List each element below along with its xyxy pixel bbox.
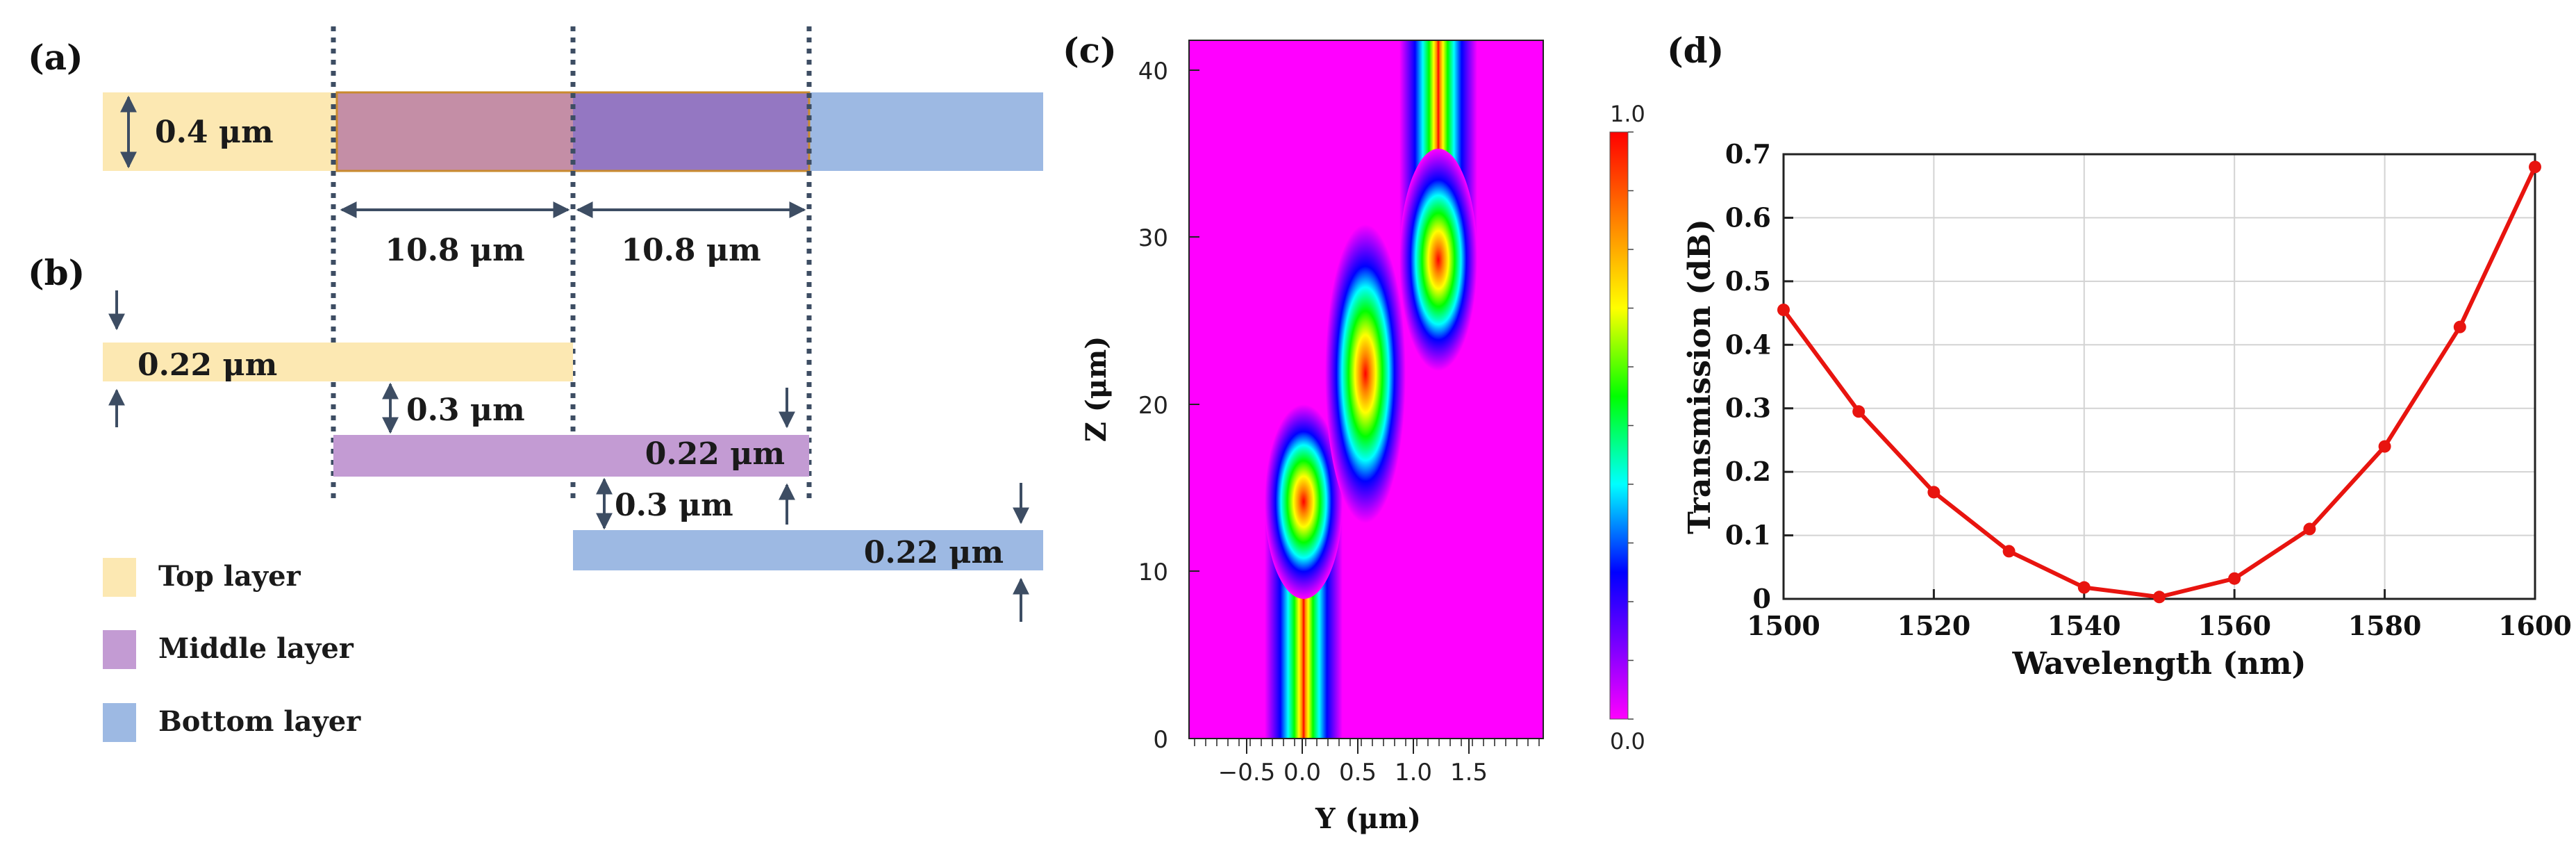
legend-label-middle: Middle layer [158, 632, 354, 665]
panel-a: 0.4 μm 10.8 μm 10.8 μm [103, 91, 1043, 268]
c-ytick-label: 0 [1153, 726, 1168, 754]
data-point [2228, 572, 2241, 585]
data-point [2077, 581, 2091, 594]
d-ytick-label: 0.5 [1725, 265, 1771, 297]
legend-label-bottom: Bottom layer [158, 705, 361, 738]
data-point [2378, 440, 2391, 453]
d-ytick-label: 0.4 [1725, 329, 1771, 360]
mode-bottom-lobe [1399, 149, 1477, 371]
field-map-modes [1265, 40, 1477, 739]
c-xtick-label: 1.0 [1395, 759, 1432, 786]
c-ytick-label: 10 [1138, 559, 1168, 586]
d-ytick-label: 0.2 [1725, 456, 1771, 487]
span-label-left: 10.8 μm [385, 233, 524, 268]
data-point [2303, 522, 2316, 536]
data-point [2453, 320, 2466, 333]
colorbar [1609, 131, 1629, 720]
top-thickness-label: 0.22 μm [138, 347, 277, 383]
legend-swatch-middle [103, 630, 136, 669]
c-xtick-label: −0.5 [1218, 759, 1276, 786]
c-xlabel: Y (μm) [1315, 802, 1421, 835]
d-xtick-label: 1560 [2197, 610, 2271, 641]
field-map-frame [1188, 40, 1544, 739]
d-xtick-label: 1580 [2348, 610, 2422, 641]
panel-label-b: (b) [28, 252, 85, 293]
d-xtick-label: 1540 [2047, 610, 2121, 641]
c-xtick-label: 0.5 [1339, 759, 1377, 786]
d-xtick-label: 1520 [1897, 610, 1971, 641]
data-point [1927, 486, 1941, 499]
colorbar-min-label: 0.0 [1610, 728, 1645, 755]
d-ytick-label: 0 [1753, 583, 1771, 614]
gap-label-middle-bottom: 0.3 μm [615, 488, 733, 523]
colorbar-ticks [1628, 131, 1634, 720]
overlap-middle-bottom [573, 92, 809, 171]
d-ytick-label: 0.7 [1725, 138, 1771, 170]
legend-swatch-top [103, 558, 136, 597]
panel-label-d: (d) [1667, 30, 1724, 71]
c-ylabel: Z (μm) [1080, 336, 1113, 443]
d-xtick-label: 1500 [1747, 610, 1820, 641]
data-point [2529, 160, 2541, 174]
chart-d-ylabel: Transmission (dB) [1682, 219, 1718, 534]
bottom-layer-bar-b [573, 530, 1043, 570]
span-label-right: 10.8 μm [621, 233, 761, 268]
thickness-label-a: 0.4 μm [155, 115, 274, 150]
c-ytick-label: 40 [1138, 58, 1168, 85]
gap-label-top-middle: 0.3 μm [406, 393, 525, 428]
top-layer-bar-b [103, 343, 573, 381]
panel-label-a: (a) [28, 37, 83, 78]
data-point [2002, 545, 2016, 558]
top-layer-bar-a [103, 92, 337, 171]
c-xtick-minor-group [1194, 739, 1540, 746]
middle-layer-bar-b [333, 435, 809, 477]
bottom-layer-bar-a [809, 92, 1043, 171]
legend-label-top: Top layer [158, 560, 301, 593]
mode-top-lobe [1265, 404, 1343, 599]
panel-c: 0 10 20 30 40 −0.5 0.0 0.5 1.0 1.5 Y (μm… [1080, 40, 1645, 835]
c-ytick-label: 30 [1138, 224, 1168, 252]
middle-thickness-label: 0.22 μm [645, 436, 785, 472]
d-xtick-label: 1600 [2498, 610, 2572, 641]
series-line-transmission [1781, 166, 2537, 600]
data-point [2153, 591, 2166, 604]
chart-panel-d: 1500 1520 1540 1560 1580 1600 0 0.1 0.2 0.3 0.4 0.5… [1682, 138, 2572, 682]
c-ytick-label: 20 [1138, 392, 1168, 420]
colorbar-max-label: 1.0 [1610, 101, 1645, 127]
overlap-top-middle [337, 92, 573, 171]
d-ticks: 1500 1520 1540 1560 1580 1600 0 0.1 0.2 0.3 0.4 0.5… [1725, 138, 2572, 641]
data-point [1777, 304, 1790, 316]
bottom-thickness-label: 0.22 μm [864, 535, 1004, 570]
d-data-points [1777, 160, 2541, 604]
panel-b: 0.22 μm 0.3 μm 0.22 μm 0.3 μm 0.22 μm [103, 290, 1043, 622]
legend-swatch-bottom [103, 703, 136, 742]
data-point [1852, 405, 1865, 418]
d-ytick-label: 0.6 [1725, 201, 1771, 233]
mode-middle-lobe [1325, 224, 1406, 523]
c-xtick-label: 1.5 [1450, 759, 1488, 786]
d-ytick-label: 0.3 [1725, 393, 1771, 424]
c-xtick-label: 0.0 [1283, 759, 1321, 786]
panel-label-c: (c) [1063, 30, 1117, 71]
chart-d-xlabel: Wavelength (nm) [2012, 646, 2307, 682]
d-ytick-label: 0.1 [1725, 520, 1771, 551]
chart-d-frame [1782, 153, 2536, 600]
d-gridlines [1783, 154, 2536, 600]
legend: Top layer Middle layer Bottom layer [103, 558, 361, 742]
